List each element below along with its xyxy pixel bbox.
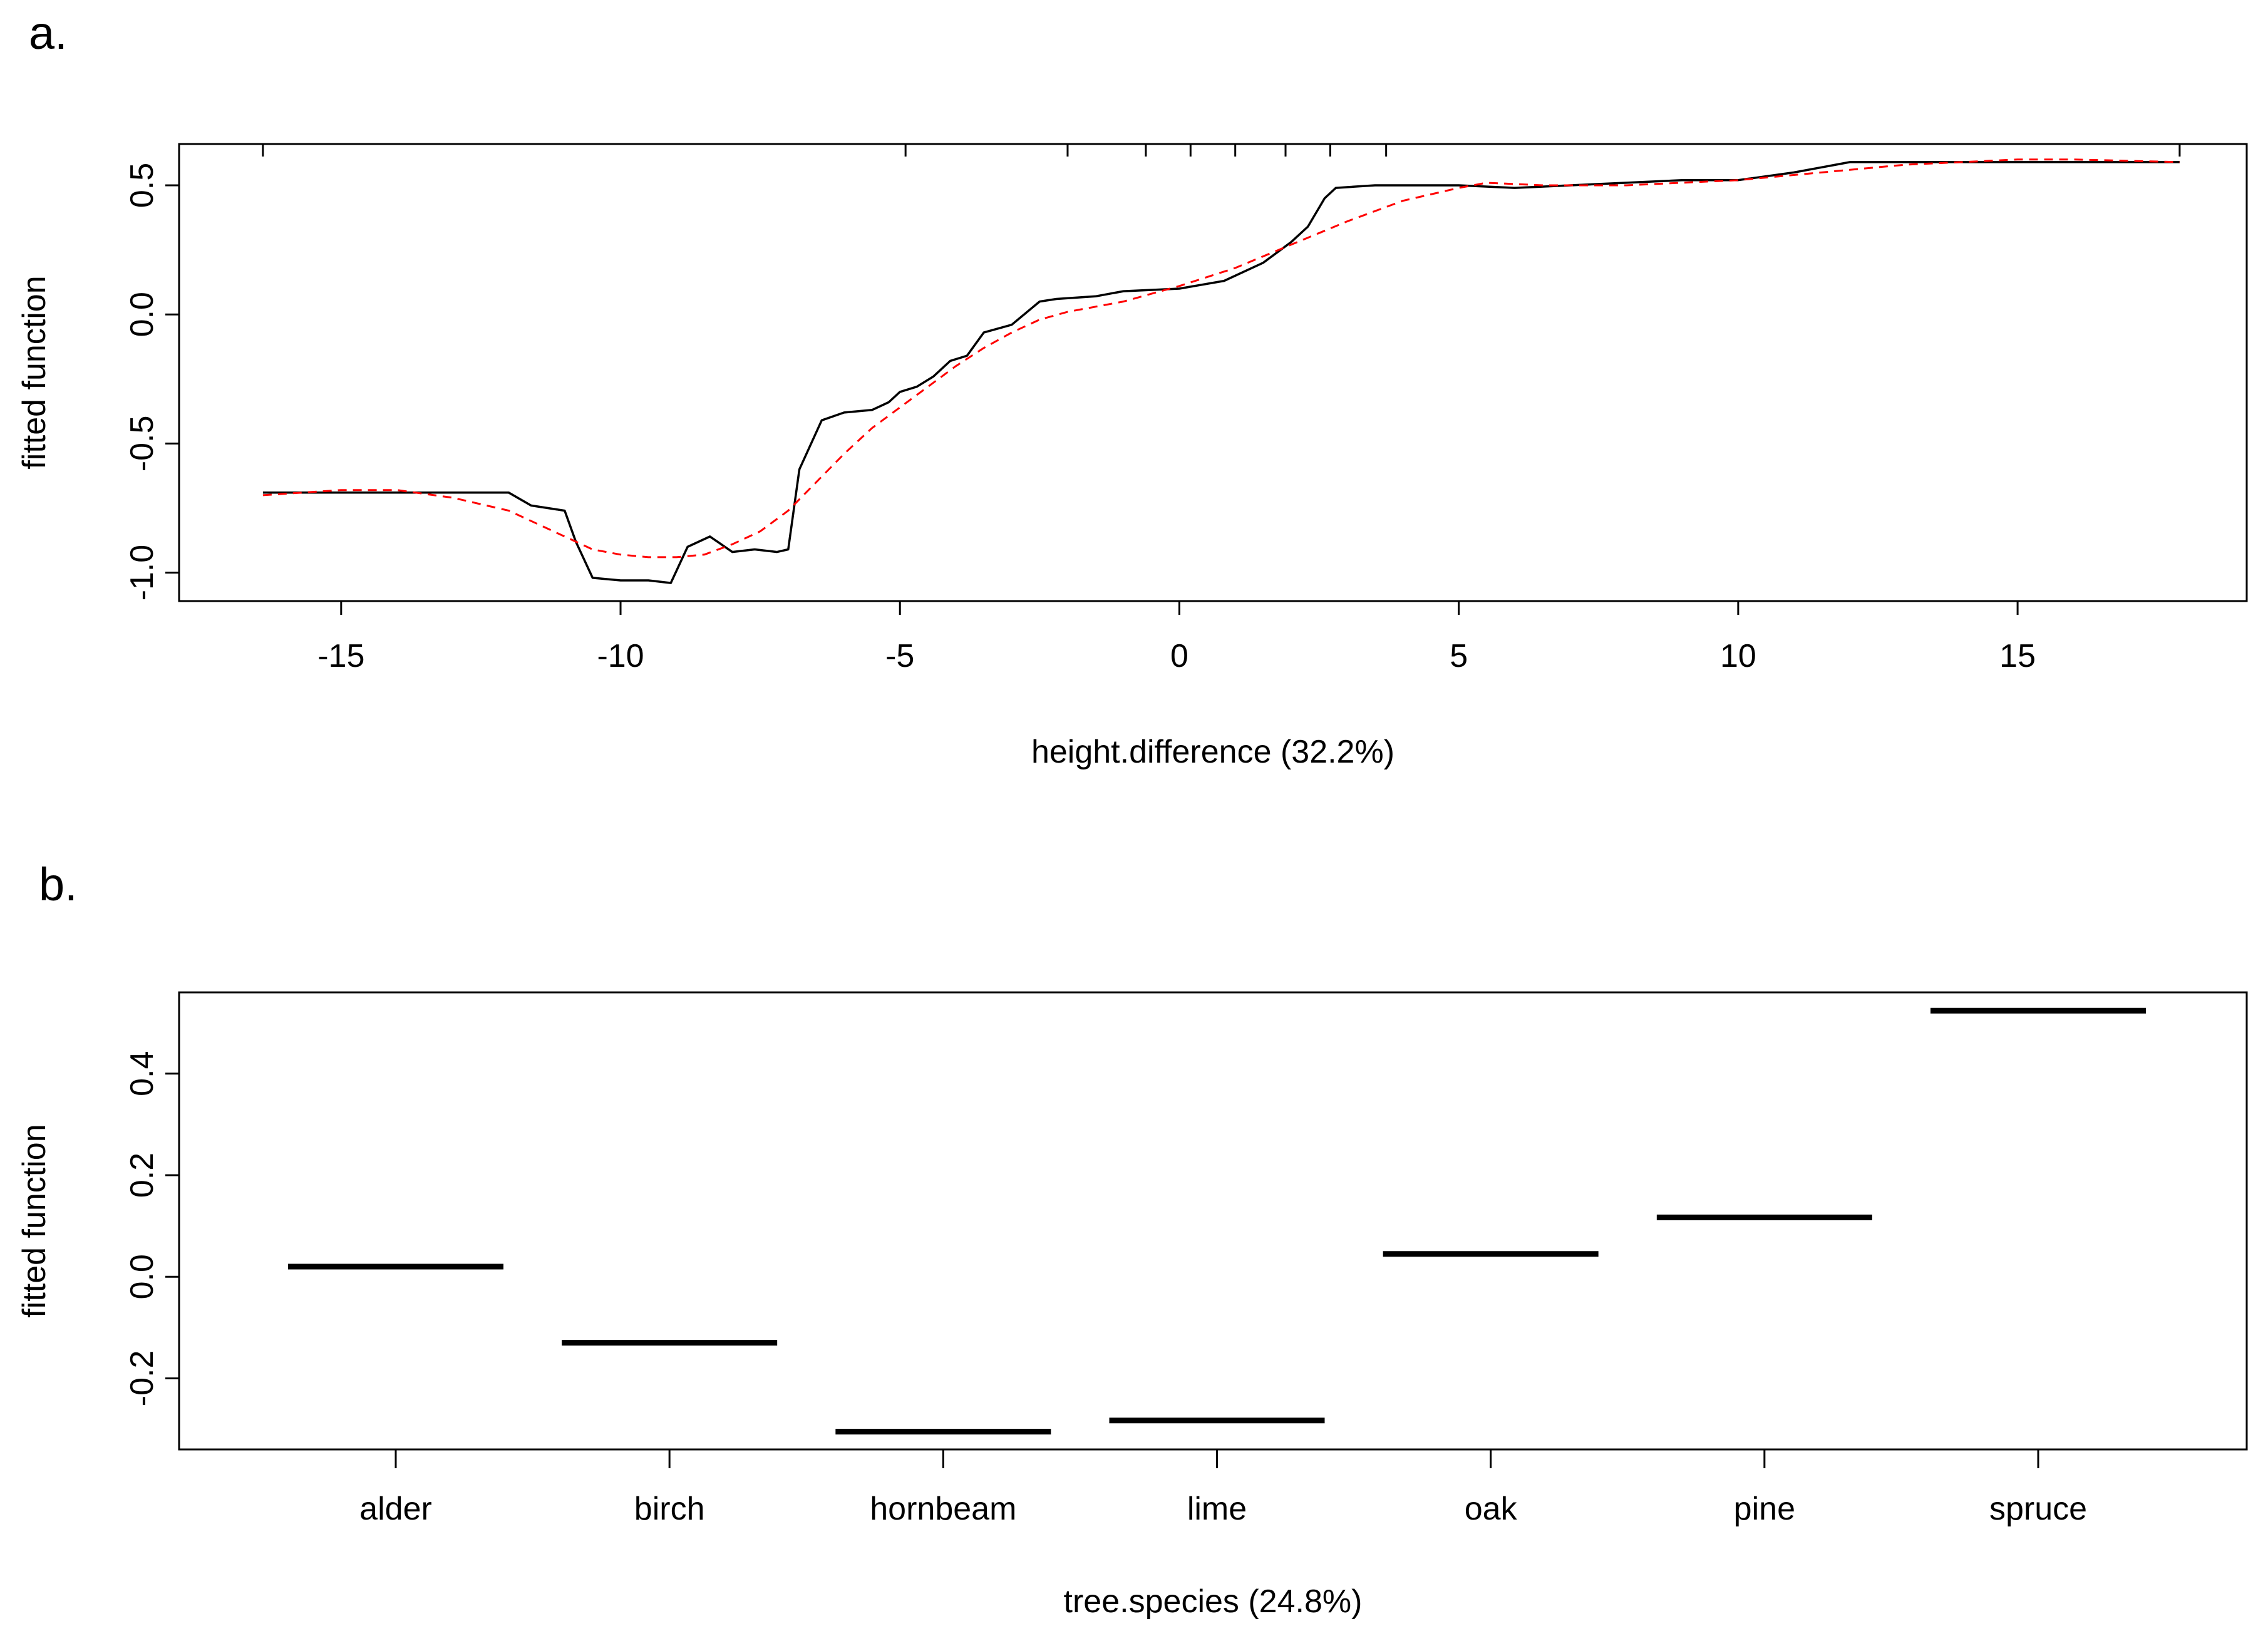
x-tick-label: -10 (597, 638, 644, 674)
panel-a-label: a. (29, 7, 68, 59)
x-tick-label: spruce (1989, 1491, 2087, 1527)
x-tick-label: 5 (1450, 638, 1468, 674)
panel-a-x-axis-title: height.difference (32.2%) (1031, 734, 1394, 770)
panel-b-y-axis: -0.2 0.0 0.2 0.4 (124, 1051, 179, 1407)
y-tick-label: 0.2 (124, 1153, 160, 1198)
panel-a-x-axis: -15 -10 -5 0 5 10 15 (317, 601, 2036, 674)
x-tick-label: -15 (317, 638, 364, 674)
x-tick-label: oak (1465, 1491, 1518, 1527)
fitted-function-line (262, 161, 2180, 584)
panel-a-plot-frame (178, 143, 2248, 602)
panel-a-rug (262, 144, 2181, 157)
panel-b: b. alder birch hornbeam lime oak pine spruce -… (16, 858, 2248, 1620)
y-tick-label: 0.4 (124, 1051, 160, 1096)
y-tick-label: 0.0 (124, 292, 160, 337)
panel-b-plot-frame (178, 991, 2248, 1451)
panel-a: a. -15 -10 -5 0 5 10 15 -1.0 -0.5 0.0 0.5 height.… (16, 7, 2248, 770)
panel-a-y-axis-title: fitted function (16, 275, 53, 469)
panel-a-series (262, 158, 2180, 584)
x-tick-label: alder (359, 1491, 432, 1527)
y-tick-label: 0.0 (124, 1254, 160, 1299)
x-tick-label: 10 (1720, 638, 1756, 674)
panel-b-x-axis: alder birch hornbeam lime oak pine spruce (359, 1449, 2087, 1527)
panel-a-y-axis: -1.0 -0.5 0.0 0.5 (124, 163, 179, 601)
panel-b-series (288, 1007, 2146, 1435)
y-tick-label: -0.2 (124, 1351, 160, 1407)
panel-b-x-axis-title: tree.species (24.8%) (1064, 1583, 1363, 1620)
panel-b-y-axis-title: fitted function (16, 1124, 53, 1317)
panel-b-label: b. (39, 858, 78, 910)
x-tick-label: 15 (1999, 638, 2036, 674)
x-tick-label: hornbeam (870, 1491, 1016, 1527)
x-tick-label: -5 (885, 638, 914, 674)
x-tick-label: 0 (1170, 638, 1188, 674)
x-tick-label: lime (1187, 1491, 1247, 1527)
x-tick-label: birch (634, 1491, 705, 1527)
x-tick-label: pine (1734, 1491, 1795, 1527)
y-tick-label: -0.5 (124, 416, 160, 472)
y-tick-label: 0.5 (124, 163, 160, 208)
smooth-fit-line (262, 158, 2180, 558)
y-tick-label: -1.0 (124, 545, 160, 601)
